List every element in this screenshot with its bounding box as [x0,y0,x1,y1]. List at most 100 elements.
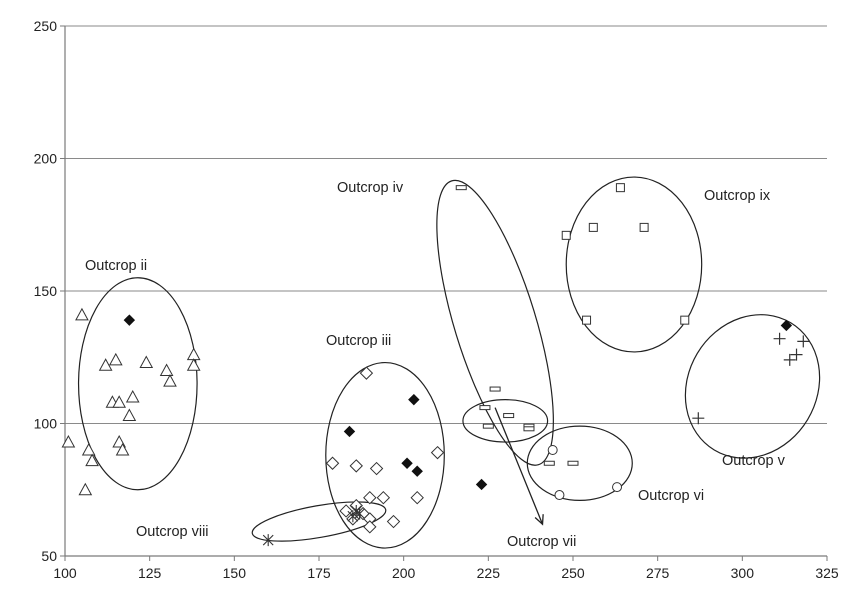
point-triangle-14 [115,442,130,456]
y-tick-label-150: 150 [34,283,58,299]
annotation-outcrop-iv: Outcrop iv [337,180,404,196]
point-triangle-3 [139,355,154,369]
point-filled-diamond-7 [780,319,793,332]
annotation-outcrop-viii: Outcrop viii [136,524,209,540]
arrow-head [534,514,544,526]
point-filled-diamond-6 [475,478,488,491]
point-triangle-9 [108,352,123,366]
point-diamond-4 [369,461,384,476]
x-tick-label-275: 275 [646,565,670,581]
outcrop-ellipse-6 [462,399,549,443]
annotation-outcrop-vi: Outcrop vi [638,488,704,504]
point-triangle-16 [81,442,96,456]
annotation-outcrop-vii: Outcrop vii [507,534,576,550]
outcrop-ellipse-5 [526,425,633,501]
point-diamond-14 [386,514,401,529]
x-tick-label-100: 100 [53,565,77,581]
point-circle-1 [547,445,558,455]
point-asterisk-3 [354,507,366,520]
point-triangle-1 [75,307,89,321]
point-plus-5 [692,412,705,425]
outcrop-ellipse-4 [684,314,821,459]
point-diamond-7 [410,490,424,505]
point-bar-rect-8 [543,460,555,466]
point-square-3 [588,222,598,232]
point-bar-rect-3 [479,405,491,411]
point-triangle-18 [78,482,93,496]
y-tick-label-100: 100 [34,416,58,432]
x-tick-label-150: 150 [223,565,247,581]
point-diamond-9 [339,504,353,518]
outcrop-ellipse-1 [77,277,198,491]
arrow-layer [494,407,544,526]
y-tick-label-200: 200 [34,151,58,167]
axes [60,25,828,561]
outcrop-ellipse-2 [325,361,445,549]
point-plus-4 [783,353,796,366]
annotations: Outcrop ii Outcrop iii Outcrop iv Outcro… [85,180,786,550]
annotation-outcrop-ix: Outcrop ix [704,188,771,204]
annotation-outcrop-iii: Outcrop iii [326,333,391,349]
point-triangle-8 [98,358,113,371]
point-square-6 [680,315,690,325]
point-bar-rect-7 [523,426,535,432]
point-square-4 [639,222,649,232]
point-circle-2 [554,490,565,501]
point-filled-diamond-4 [401,457,413,469]
outcrop-ellipse-3 [436,179,554,466]
point-bar-rect-2 [489,386,501,392]
y-tick-label-50: 50 [41,548,57,564]
point-plus-3 [790,348,803,361]
annotation-outcrop-v: Outcrop v [722,453,786,469]
y-tick-label-250: 250 [34,18,58,34]
point-triangle-17 [85,453,99,467]
point-asterisk-4 [347,510,359,523]
point-square-5 [582,315,592,325]
point-triangle-5 [163,374,177,387]
point-triangle-15 [61,435,76,448]
point-filled-diamond-2 [343,425,356,438]
annotation-outcrop-ii: Outcrop ii [85,258,147,274]
point-bar-rect-1 [455,185,467,191]
point-bar-rect-9 [567,460,579,466]
arrow-line [494,407,544,525]
x-tick-label-250: 250 [561,565,585,581]
point-bar-rect-5 [482,423,494,429]
point-diamond-2 [325,456,340,470]
x-tick-label-225: 225 [477,565,501,581]
point-triangle-11 [112,395,127,408]
x-tick-label-175: 175 [307,565,331,581]
x-tick-label-325: 325 [815,565,839,581]
outcrop-ellipses [77,176,821,549]
point-diamond-1 [359,366,374,380]
data-markers [61,183,810,547]
point-diamond-5 [430,445,445,460]
point-bar-rect-4 [503,413,515,419]
outcrop-ellipse-8 [565,176,703,353]
point-plus-1 [773,332,786,345]
point-triangle-7 [186,358,201,371]
x-tick-label-125: 125 [138,565,162,581]
point-plus-2 [797,335,810,348]
x-tick-label-300: 300 [731,565,755,581]
point-triangle-4 [159,363,174,376]
point-asterisk-1 [262,534,274,547]
point-filled-diamond-1 [123,314,136,326]
x-tick-label-200: 200 [392,565,416,581]
point-square-1 [615,183,625,193]
point-square-2 [561,230,571,240]
point-triangle-12 [122,408,137,422]
point-triangle-2 [125,389,140,403]
point-diamond-8 [363,490,377,505]
grid-lines [65,25,827,424]
point-diamond-3 [349,459,363,473]
point-circle-3 [612,482,623,493]
point-filled-diamond-3 [408,393,420,406]
outcrop-ellipse-7 [251,501,387,542]
point-diamond-15 [363,520,377,534]
point-filled-diamond-5 [411,465,423,477]
